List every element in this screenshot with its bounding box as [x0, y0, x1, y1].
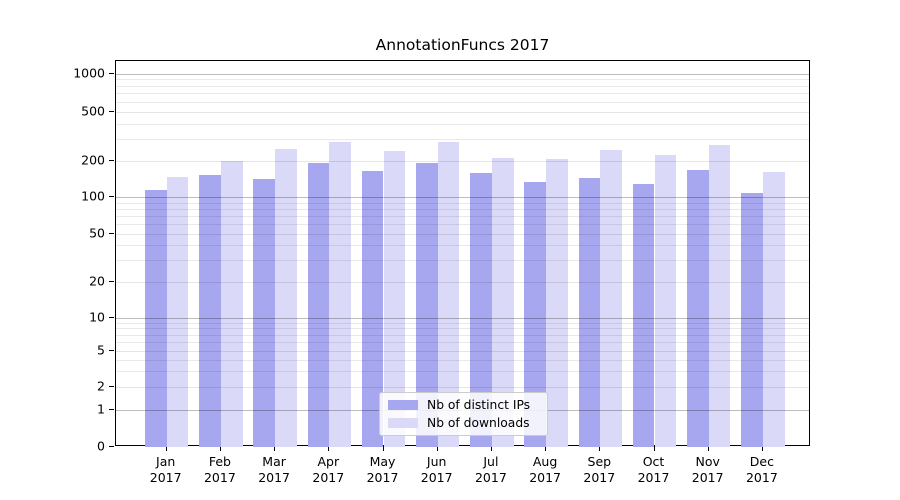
bar-downloads-nov: [708, 144, 731, 447]
y-tick-2: [109, 385, 114, 387]
y-tick-label-1: 1: [97, 401, 105, 417]
legend-swatch-distinct-ips: [388, 400, 418, 410]
x-tick-mar: [274, 446, 276, 451]
bar-downloads-jan: [166, 177, 189, 447]
x-tick-oct: [653, 446, 655, 451]
bar-downloads-may: [383, 150, 406, 447]
x-tick-apr: [328, 446, 330, 451]
legend-label-downloads: Nb of downloads: [427, 416, 530, 430]
bar-downloads-mar: [275, 149, 297, 447]
bar-distinct-ips-jul: [470, 173, 492, 447]
x-tick-jul: [490, 446, 492, 451]
x-tick-label-may: May 2017: [366, 454, 399, 485]
bar-distinct-ips-dec: [741, 192, 763, 447]
bar-distinct-ips-feb: [199, 175, 221, 447]
x-tick-sep: [599, 446, 601, 451]
legend-label-distinct-ips: Nb of distinct IPs: [427, 398, 531, 412]
bar-downloads-oct: [654, 155, 677, 447]
x-tick-jun: [436, 446, 438, 451]
y-tick-50: [109, 232, 114, 234]
x-tick-feb: [219, 446, 221, 451]
bar-downloads-jun: [437, 142, 460, 447]
y-tick-1000: [109, 72, 114, 74]
y-tick-5: [109, 350, 114, 351]
y-tick-100: [109, 196, 114, 198]
bar-downloads-jul: [491, 158, 514, 447]
bar-distinct-ips-sep: [578, 177, 601, 447]
legend-swatch-downloads: [388, 418, 418, 428]
bar-downloads-feb: [220, 161, 243, 447]
y-tick-label-200: 200: [81, 152, 105, 168]
x-tick-label-nov: Nov 2017: [691, 454, 724, 485]
y-tick-20: [109, 280, 114, 282]
bar-downloads-aug: [546, 159, 568, 447]
x-tick-dec: [761, 446, 763, 451]
x-tick-aug: [545, 446, 547, 451]
y-tick-label-100: 100: [81, 188, 105, 204]
y-tick-label-1000: 1000: [73, 65, 105, 80]
legend-item-distinct-ips: Nb of distinct IPs: [388, 398, 539, 412]
x-tick-nov: [707, 446, 709, 451]
x-tick-label-mar: Mar 2017: [258, 454, 290, 485]
x-tick-jan: [165, 446, 167, 451]
bar-distinct-ips-apr: [307, 162, 330, 447]
x-tick-label-jun: Jun 2017: [420, 454, 453, 485]
y-tick-1: [109, 409, 114, 410]
x-tick-may: [382, 446, 384, 451]
bar-downloads-dec: [762, 172, 785, 447]
x-tick-label-dec: Dec 2017: [745, 454, 778, 485]
y-tick-label-10: 10: [89, 309, 105, 324]
bar-distinct-ips-jan: [145, 189, 167, 447]
y-tick-label-2: 2: [97, 378, 105, 393]
y-tick-label-500: 500: [81, 103, 105, 118]
x-tick-label-aug: Aug 2017: [529, 454, 561, 485]
y-tick-label-50: 50: [89, 225, 105, 240]
x-tick-label-jan: Jan 2017: [149, 454, 182, 485]
y-tick-label-0: 0: [97, 438, 105, 453]
bar-downloads-apr: [329, 142, 351, 447]
x-tick-label-apr: Apr 2017: [312, 454, 345, 485]
y-tick-0: [109, 445, 114, 447]
y-tick-label-5: 5: [97, 342, 105, 358]
bar-downloads-sep: [600, 150, 622, 447]
bar-distinct-ips-mar: [253, 178, 276, 447]
bar-distinct-ips-jun: [416, 163, 438, 447]
chart-title: AnnotationFuncs 2017: [375, 36, 550, 54]
bar-distinct-ips-aug: [524, 181, 547, 447]
plot-area: Nb of distinct IPs Nb of downloads: [115, 60, 810, 447]
x-tick-label-jul: Jul 2017: [474, 454, 507, 485]
bar-distinct-ips-oct: [632, 184, 655, 447]
bar-distinct-ips-nov: [687, 170, 709, 447]
x-tick-label-feb: Feb 2017: [203, 454, 236, 485]
bar-distinct-ips-may: [361, 171, 384, 447]
legend-item-downloads: Nb of downloads: [388, 416, 539, 430]
y-tick-label-20: 20: [89, 273, 105, 288]
y-tick-500: [109, 110, 114, 112]
x-tick-label-oct: Oct 2017: [637, 454, 670, 485]
bars-layer: [116, 61, 809, 447]
legend: Nb of distinct IPs Nb of downloads: [379, 392, 548, 436]
x-tick-label-sep: Sep 2017: [583, 454, 616, 485]
y-tick-10: [109, 316, 114, 318]
y-tick-200: [109, 160, 114, 161]
